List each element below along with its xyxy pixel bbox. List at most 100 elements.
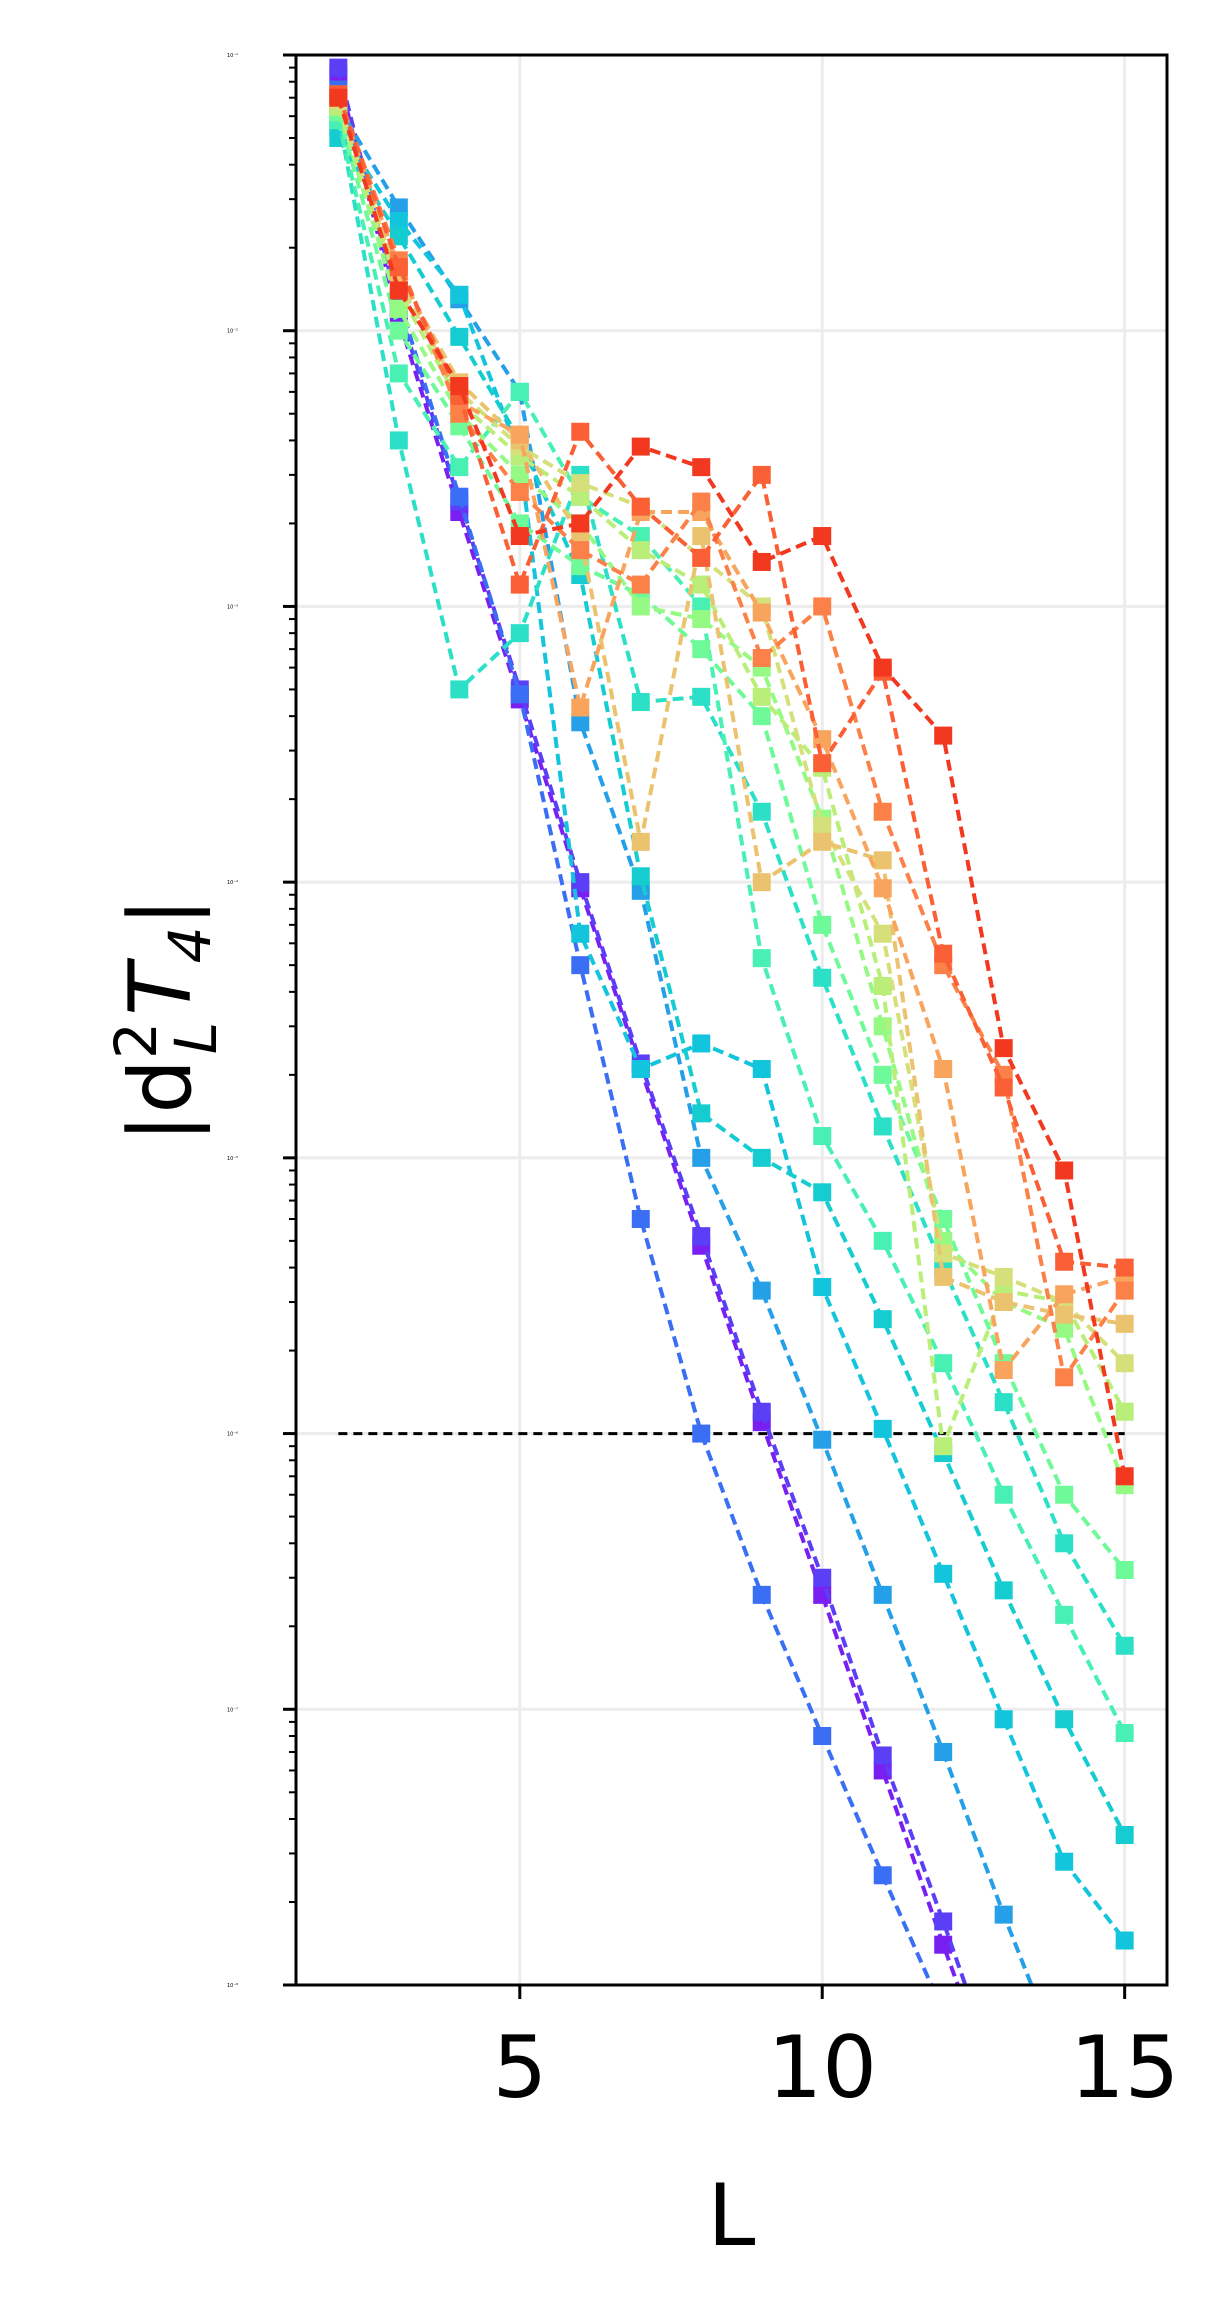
series-line xyxy=(336,111,1127,1572)
x-axis-label: L xyxy=(708,2166,756,2266)
data-point xyxy=(752,1060,771,1079)
ticks: 5 10 15 10⁻⁸ 10⁻⁷ 10⁻⁶ 10⁻⁵ 10⁻⁴ 10⁻³ 10⁻² 10⁻¹ xyxy=(227,53,1179,2118)
data-point xyxy=(571,474,590,493)
data-point xyxy=(752,552,771,571)
y-tick-label: 10⁻⁴ xyxy=(227,880,238,886)
data-point xyxy=(873,802,892,821)
data-point xyxy=(873,1746,892,1765)
data-point xyxy=(1055,1368,1074,1387)
data-point xyxy=(510,575,529,594)
data-point xyxy=(571,956,590,975)
data-point xyxy=(1055,1605,1074,1624)
data-point xyxy=(813,915,832,934)
data-point xyxy=(510,465,529,484)
data-point xyxy=(1115,1281,1134,1300)
data-point xyxy=(631,497,650,516)
data-point xyxy=(571,422,590,441)
data-point xyxy=(873,658,892,677)
data-point xyxy=(571,514,590,533)
data-point xyxy=(1115,1258,1134,1277)
data-point xyxy=(1115,1636,1134,1655)
data-point xyxy=(450,404,469,423)
data-point xyxy=(813,968,832,987)
data-point xyxy=(450,680,469,699)
data-point xyxy=(934,726,953,745)
data-point xyxy=(934,1564,953,1583)
data-point xyxy=(934,1437,953,1456)
data-point xyxy=(752,603,771,622)
data-point xyxy=(1055,1252,1074,1271)
data-point xyxy=(873,1065,892,1084)
data-point xyxy=(510,425,529,444)
y-tick-label: 10⁻¹ xyxy=(227,53,238,59)
data-point xyxy=(631,867,650,886)
series-line xyxy=(336,93,1125,1270)
data-point xyxy=(1115,1402,1134,1421)
data-point xyxy=(510,382,529,401)
series-10 xyxy=(329,97,1134,1495)
series-line xyxy=(336,97,1126,1326)
data-point xyxy=(994,1361,1013,1380)
data-point xyxy=(571,924,590,943)
data-point xyxy=(994,1039,1013,1058)
series-line xyxy=(336,74,961,1985)
data-point xyxy=(1115,1314,1134,1333)
data-point xyxy=(813,527,832,546)
data-point xyxy=(692,575,711,594)
data-point xyxy=(813,1568,832,1587)
y-axis-label-end: | xyxy=(111,897,211,926)
data-point xyxy=(813,1183,832,1202)
data-point xyxy=(873,1231,892,1250)
series-4 xyxy=(329,97,1034,1985)
data-point xyxy=(510,624,529,643)
data-point xyxy=(1055,1285,1074,1304)
y-tick-label: 10⁻⁸ xyxy=(227,1983,238,1989)
data-point xyxy=(510,527,529,546)
data-point xyxy=(631,575,650,594)
grid xyxy=(296,53,1167,1987)
data-point xyxy=(1115,1931,1134,1950)
series-13 xyxy=(329,88,1134,1333)
data-point xyxy=(934,1742,953,1761)
data-point xyxy=(995,2142,1013,2160)
data-point xyxy=(934,1267,953,1286)
data-point xyxy=(631,1210,650,1229)
y-axis-label-base: |d xyxy=(111,1059,211,1143)
data-point xyxy=(994,1905,1013,1924)
data-point xyxy=(873,851,892,870)
data-point xyxy=(813,816,832,835)
data-point xyxy=(873,977,892,996)
data-point xyxy=(1115,1724,1134,1743)
x-tick-label: 15 xyxy=(1070,2018,1179,2118)
data-point xyxy=(813,597,832,616)
data-point xyxy=(571,873,590,892)
data-point xyxy=(934,2003,952,2021)
data-point xyxy=(1055,1534,1074,1553)
data-point xyxy=(934,1912,953,1931)
data-point xyxy=(450,285,469,304)
data-point xyxy=(752,802,771,821)
series-3 xyxy=(329,80,1013,2160)
data-point xyxy=(329,88,348,107)
data-point xyxy=(692,458,711,477)
data-point xyxy=(934,1354,953,1373)
data-point xyxy=(752,949,771,968)
data-point xyxy=(389,321,408,340)
data-point xyxy=(813,1430,832,1449)
series-line xyxy=(336,125,1127,1942)
data-point xyxy=(450,377,469,396)
data-point xyxy=(692,527,711,546)
y-axis-label-sub: L xyxy=(162,1022,230,1054)
data-point xyxy=(692,1148,711,1167)
data-point xyxy=(450,327,469,346)
y-axis-label-tsub: 4 xyxy=(156,926,224,963)
data-point xyxy=(450,487,469,506)
data-point xyxy=(510,483,529,502)
data-point xyxy=(631,1060,650,1079)
data-point xyxy=(1055,1305,1074,1324)
data-point xyxy=(873,1310,892,1329)
data-point xyxy=(571,713,590,732)
data-point xyxy=(934,1060,953,1079)
data-point xyxy=(692,548,711,567)
